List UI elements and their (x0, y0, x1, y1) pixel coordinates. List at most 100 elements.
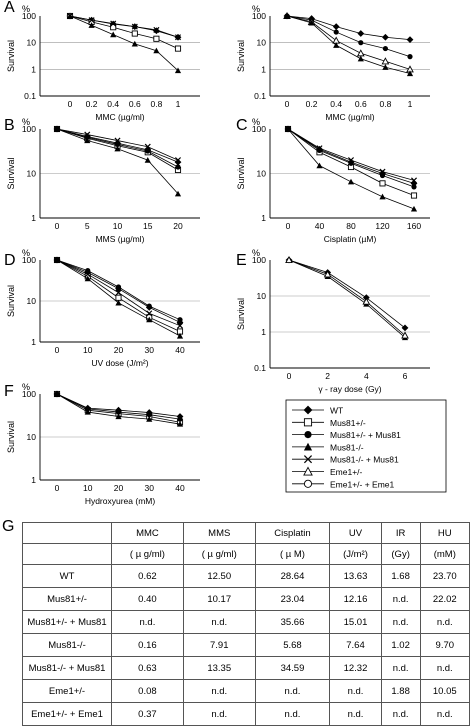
data-point (285, 255, 293, 264)
table-cell: 7.91 (182, 633, 256, 657)
row-label: WT (22, 564, 112, 588)
x-tick-label: 0.8 (150, 99, 162, 109)
table-row: Eme1+/- + Eme1 0.37 n.d. n.d. n.d. n.d. n.d. (22, 702, 471, 726)
data-point (410, 179, 418, 187)
y-tick-label: 1 (31, 213, 36, 223)
series-circle (54, 391, 183, 422)
data-point (88, 17, 95, 24)
table-cell: 0.40 (111, 587, 184, 611)
series-triangle (53, 390, 184, 427)
x-tick-label: 0 (285, 99, 290, 109)
legend-entry: Mus81-/- + Mus81 (292, 455, 399, 465)
table-corner (22, 522, 112, 544)
series-line (69, 15, 179, 71)
y-tick-label: 10 (27, 38, 37, 48)
unit-mms: ( µ g/ml) (182, 543, 256, 565)
series-line (286, 15, 411, 57)
y-tick-label: 0.1 (254, 91, 266, 101)
data-point (316, 145, 323, 152)
legend-entry: Eme1+/- + Eme1 (292, 479, 395, 489)
panel-a2: %100 10 1 0.1 0 0.2 0.4 0.6 0.8 1 MMC (µg/ml) Survi… (236, 4, 430, 122)
y-tick-label: 10 (257, 38, 267, 48)
x-tick-label: 0 (55, 345, 60, 355)
table-cell: n.d. (380, 702, 421, 726)
data-point (284, 125, 292, 132)
data-point (53, 256, 61, 263)
series-square (53, 256, 184, 335)
x-tick-label: 1 (408, 99, 413, 109)
x-tick-label: 0 (287, 371, 292, 381)
series-cross (284, 125, 418, 184)
table-cell: 1.88 (380, 679, 421, 703)
x-tick-label: 1 (176, 99, 181, 109)
table-cell: n.d. (182, 702, 256, 726)
series-triangle (285, 256, 409, 341)
series-line (288, 259, 406, 329)
panel-letter: B (4, 117, 15, 134)
table-row: WT 0.62 12.50 28.64 13.63 1.68 23.70 (22, 564, 471, 588)
legend-label: Mus81-/- + Mus81 (330, 455, 399, 465)
table-cell: 1.02 (380, 633, 421, 657)
row-label: Mus81-/- (22, 633, 112, 657)
legend-box (285, 399, 447, 493)
legend-entry: Mus81+/- (292, 418, 366, 428)
data-point (153, 26, 160, 33)
data-point (362, 297, 371, 305)
data-point (144, 157, 151, 163)
data-point (114, 137, 121, 144)
data-point (115, 289, 122, 296)
y-tick-label: 1 (261, 327, 266, 337)
table-cell: n.d. (380, 656, 421, 680)
x-tick-label: 40 (315, 221, 325, 231)
data-point (303, 442, 313, 451)
data-point (357, 30, 365, 37)
data-point (316, 162, 323, 169)
series-triangle-open (285, 255, 409, 339)
x-tick-label: 2 (325, 371, 330, 381)
table-cell: 0.37 (111, 702, 184, 726)
data-point (115, 409, 122, 415)
series-triangle (53, 256, 184, 339)
table-cell: 1.68 (380, 564, 421, 588)
legend: WT Mus81+/- Mus81+/- + Mus81 Mus81-/- Mus81-… (285, 399, 447, 493)
data-point (347, 157, 355, 164)
table-cell: n.d. (254, 702, 331, 726)
data-point (131, 23, 138, 30)
series-diamond (66, 12, 182, 41)
panel-letter: C (236, 117, 248, 134)
x-tick-label: 0.4 (330, 99, 342, 109)
x-axis-label: UV dose (J/m²) (91, 358, 148, 368)
series-cross (53, 256, 184, 329)
ld50-table: MMC MMS Cisplatin UV IR HU ( µ g/ml) ( µ… (22, 522, 471, 726)
data-point (110, 20, 117, 27)
data-point (176, 332, 184, 339)
table-header-row: MMC MMS Cisplatin UV IR HU (22, 522, 471, 544)
unit-ir: (Gy) (380, 543, 421, 565)
table-cell: 7.64 (329, 633, 382, 657)
y-tick-label: 1 (31, 64, 36, 74)
data-point (145, 148, 151, 154)
data-point (401, 324, 409, 332)
data-point (303, 418, 313, 427)
table-cell: n.d. (380, 610, 421, 634)
table-cell: 12.32 (329, 656, 382, 680)
legend-label: Mus81-/- (330, 442, 364, 452)
y-tick-label: 100 (252, 11, 266, 21)
x-tick-label: 0.6 (355, 99, 367, 109)
table-units-row: ( µ g/ml) ( µ g/ml) ( µ M) (J/m²) (Gy) (… (22, 543, 471, 565)
data-point (115, 284, 122, 290)
table-row: Mus81-/- + Mus81 0.63 13.35 34.59 12.32 n.d. n… (22, 656, 471, 680)
data-point (303, 455, 313, 464)
series-line (286, 15, 411, 41)
x-tick-label: 6 (403, 371, 408, 381)
legend-entry: WT (292, 406, 343, 416)
x-tick-label: 10 (83, 345, 93, 355)
data-point (174, 190, 182, 197)
data-point (114, 141, 121, 148)
x-tick-label: 0 (55, 221, 60, 231)
x-axis-label: MMC (µg/ml) (95, 112, 144, 122)
x-tick-label: 80 (346, 221, 356, 231)
y-tick-label: 100 (252, 124, 266, 134)
table-row: Mus81-/- 0.16 7.91 5.68 7.64 1.02 9.70 (22, 633, 471, 657)
x-tick-label: 10 (83, 483, 93, 493)
